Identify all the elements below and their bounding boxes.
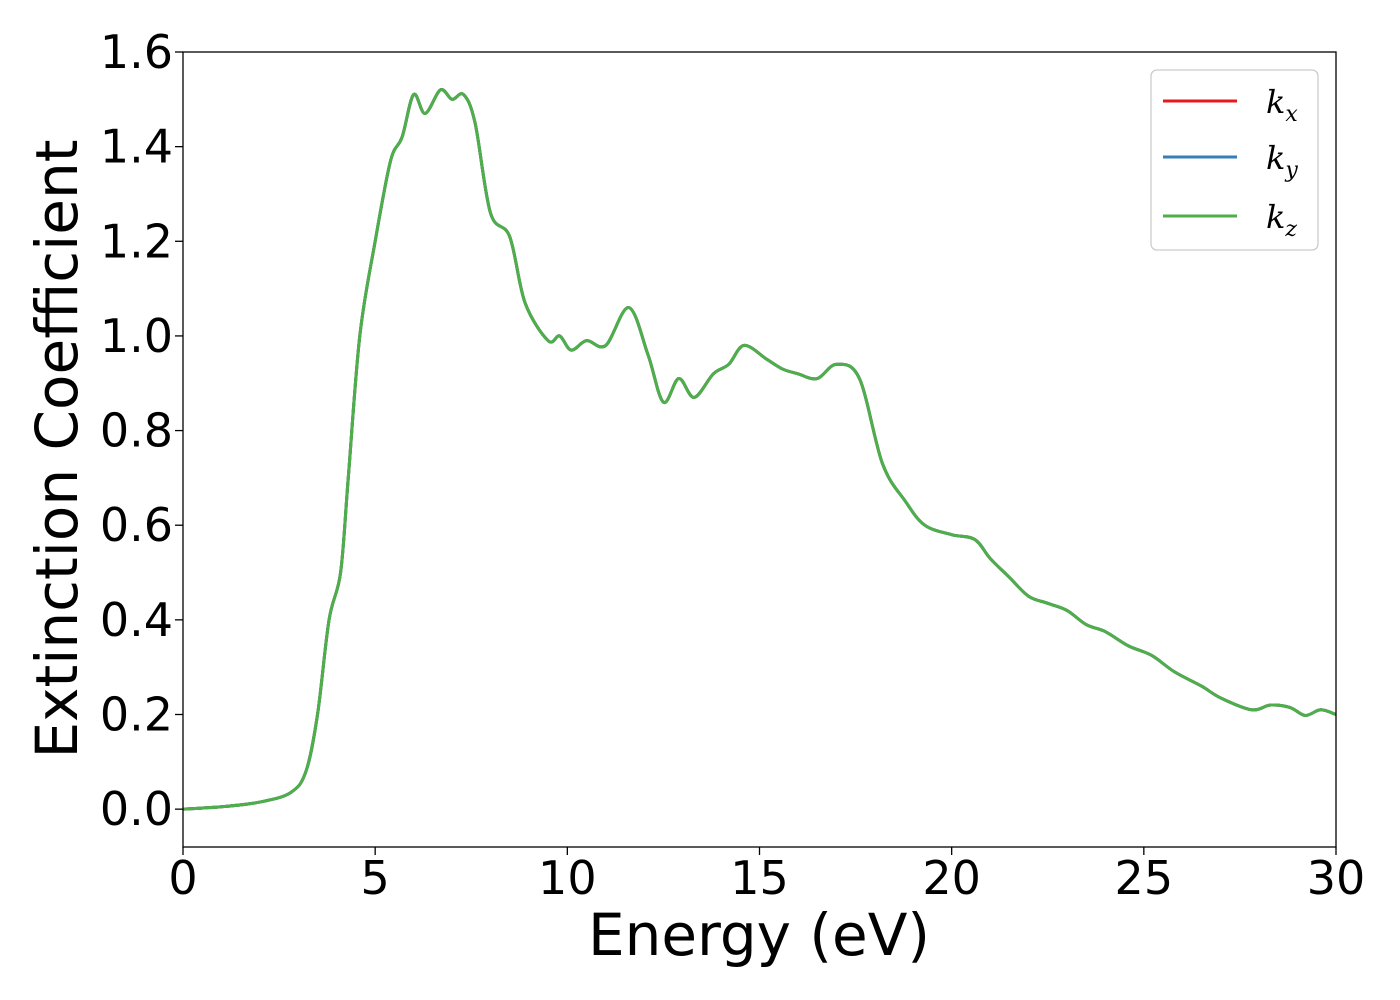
x-tick-label: 5 bbox=[361, 851, 390, 905]
legend-label-kx: kx bbox=[1266, 83, 1298, 127]
legend-label-main: k bbox=[1266, 198, 1285, 236]
plot-frame bbox=[182, 51, 1337, 848]
legend-frame bbox=[1150, 69, 1319, 251]
y-tick-label: 0.6 bbox=[100, 498, 173, 552]
x-tick-label: 10 bbox=[538, 851, 597, 905]
y-axis-ticks: 0.0 0.2 0.4 0.6 0.8 1.0 1.2 1.4 1.6 bbox=[100, 25, 183, 836]
legend-label-main: k bbox=[1266, 83, 1285, 121]
x-axis-ticks: 0 5 10 15 20 25 30 bbox=[168, 847, 1365, 905]
legend-label-subscript: y bbox=[1284, 158, 1298, 183]
legend-label-ky: ky bbox=[1266, 139, 1298, 183]
series-line-kz bbox=[182, 88, 1337, 811]
y-tick-label: 1.6 bbox=[100, 25, 173, 79]
series-lines bbox=[182, 88, 1337, 811]
x-axis-label: Energy (eV) bbox=[588, 901, 930, 969]
y-axis-label: Extinction Coefficient bbox=[23, 140, 91, 759]
legend-label-subscript: z bbox=[1284, 217, 1297, 242]
y-tick-label: 1.2 bbox=[100, 214, 173, 268]
legend-label-main: k bbox=[1266, 139, 1285, 177]
y-tick-label: 0.2 bbox=[100, 688, 173, 742]
x-tick-label: 0 bbox=[168, 851, 197, 905]
y-tick-label: 1.0 bbox=[100, 309, 173, 363]
y-tick-label: 0.8 bbox=[100, 404, 173, 458]
plot-area bbox=[183, 52, 1336, 847]
x-tick-label: 30 bbox=[1307, 851, 1366, 905]
y-tick-label: 0.0 bbox=[100, 782, 173, 836]
y-tick-label: 0.4 bbox=[100, 593, 173, 647]
x-tick-label: 25 bbox=[1115, 851, 1174, 905]
legend-label-subscript: x bbox=[1285, 102, 1298, 127]
legend-label-kz: kz bbox=[1266, 198, 1297, 242]
x-tick-label: 15 bbox=[730, 851, 789, 905]
y-tick-label: 1.4 bbox=[100, 120, 173, 174]
x-tick-label: 20 bbox=[922, 851, 981, 905]
